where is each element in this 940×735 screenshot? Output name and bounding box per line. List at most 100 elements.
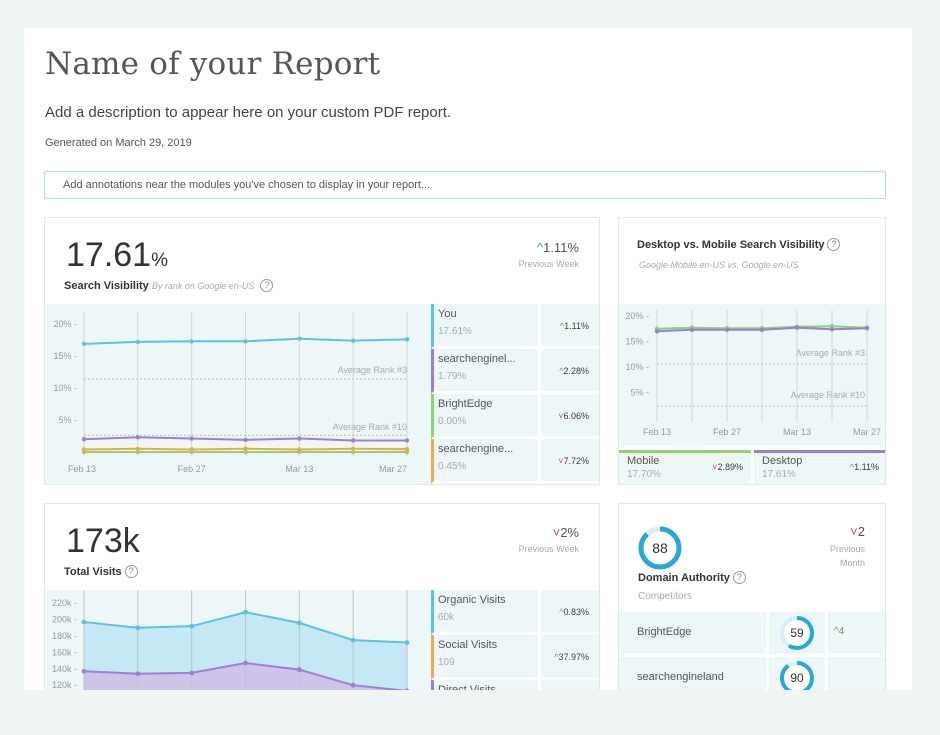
legend-item[interactable]: BrightEdge 0.00% ˅6.06% — [431, 394, 599, 439]
search-visibility-period: Previous Week — [518, 259, 579, 269]
competitor-change-cell: ^4 — [828, 612, 885, 654]
legend-item[interactable]: Direct Visits108k˅4.27% — [431, 680, 599, 690]
search-visibility-label: Search Visibility By rank on Google en-U… — [64, 279, 274, 292]
data-point — [654, 329, 660, 334]
legend-item[interactable]: searchenginel... 1.79% ^2.28% — [431, 349, 599, 394]
desktop-mobile-subtitle: Google Mobile en-US vs. Google en-US — [639, 260, 799, 270]
domain-authority-period: Previous Month — [829, 544, 865, 568]
desktop-mobile-chart: Average Rank #3 Average Rank #10 20% - 15… — [619, 304, 885, 446]
total-visits-value: 173k — [66, 522, 140, 560]
data-point — [689, 327, 695, 332]
help-icon[interactable]: ? — [827, 238, 841, 251]
avg-rank-3-label: Average Rank #3 — [796, 348, 865, 358]
x-tick-label: Feb 13 — [643, 427, 671, 437]
legend-change: ^0.83% — [559, 607, 589, 617]
legend-name: BrightEdge — [438, 398, 493, 410]
data-point — [829, 327, 835, 332]
competitor-row[interactable]: BrightEdge 59 ^4 — [619, 612, 885, 654]
report-description[interactable]: Add a description to appear here on your… — [45, 104, 452, 121]
data-point — [297, 447, 302, 452]
data-point — [350, 446, 356, 451]
y-tick-label: 120k - — [52, 680, 77, 690]
data-point — [135, 435, 141, 440]
y-tick-label: 15% - — [53, 351, 77, 361]
competitor-row[interactable]: searchengineland 90 — [619, 657, 885, 690]
legend-item[interactable]: You 17.61% ^1.11% — [431, 304, 599, 349]
divider — [538, 439, 541, 481]
report-page: Name of your Report Add a description to… — [24, 28, 912, 690]
y-tick-label: 20% - — [53, 319, 77, 329]
data-point — [794, 325, 800, 330]
y-tick-label: 160k - — [52, 647, 77, 657]
data-point — [404, 688, 410, 690]
x-tick-label: Feb 27 — [178, 464, 206, 474]
data-point — [81, 668, 87, 674]
competitor-score: 59 — [790, 626, 804, 640]
legend-name: You — [438, 308, 457, 320]
competitor-change-cell — [828, 657, 885, 690]
legend-value: 0.45% — [438, 461, 467, 472]
data-point — [135, 671, 141, 677]
search-visibility-sublabel: By rank on Google en-US — [151, 281, 255, 291]
legend-value: 109 — [438, 657, 455, 668]
help-icon[interactable]: ? — [732, 571, 746, 584]
data-point — [243, 437, 248, 443]
total-visits-plot: 220k -200k -180k -160k -140k -120k -100k… — [52, 590, 410, 690]
generated-date: Generated on March 29, 2019 — [45, 137, 192, 149]
x-tick-label: Mar 13 — [285, 464, 313, 474]
data-point — [350, 338, 356, 343]
data-point — [81, 437, 87, 442]
y-tick-label: 180k - — [52, 631, 77, 641]
y-tick-label: 15% - — [625, 337, 649, 347]
data-point — [135, 625, 141, 631]
x-tick-label: Mar 27 — [379, 464, 407, 474]
legend-name: searchenginel... — [438, 353, 516, 365]
report-title[interactable]: Name of your Report — [45, 46, 381, 82]
avg-rank-10-label: Average Rank #10 — [791, 390, 865, 400]
competitor-score: 90 — [790, 671, 804, 685]
total-visits-card: 173k Total Visits? ˅2% Previous Week 220… — [44, 503, 600, 690]
data-point — [243, 660, 248, 666]
data-point — [135, 339, 141, 345]
legend-name: searchengine... — [438, 443, 514, 455]
search-visibility-card: 17.61% Search Visibility By rank on Goog… — [44, 217, 600, 485]
annotations-field[interactable]: Add annotations near the modules you've … — [44, 171, 886, 199]
down-arrow-icon: ˅ — [552, 525, 561, 540]
help-icon[interactable]: ? — [124, 565, 138, 578]
data-point — [81, 447, 87, 452]
data-point — [243, 609, 248, 615]
desktop-label: Desktop — [762, 455, 803, 467]
data-point — [189, 670, 195, 676]
legend-item[interactable]: Organic Visits 60k ^0.83% — [431, 590, 599, 635]
data-point — [350, 438, 356, 443]
legend-item[interactable]: Social Visits 109 ^37.97% — [431, 635, 599, 680]
y-tick-label: 10% - — [625, 362, 649, 372]
help-icon[interactable]: ? — [260, 279, 274, 292]
data-point — [81, 341, 87, 347]
mobile-value: 17.70% — [627, 469, 661, 480]
data-point — [243, 449, 248, 455]
data-point — [724, 327, 730, 332]
mobile-change: ˅2.89% — [712, 462, 743, 472]
data-point — [189, 447, 194, 452]
data-point — [404, 337, 410, 342]
legend-change: ^2.28% — [559, 366, 589, 376]
x-tick-label: Mar 13 — [783, 427, 811, 437]
competitors-label: Competitors — [638, 591, 692, 602]
y-tick-label: 140k - — [52, 664, 77, 674]
legend-item[interactable]: searchengine... 0.45% ˅7.72% — [431, 439, 599, 484]
data-point — [297, 436, 302, 441]
y-tick-label: 10% - — [53, 383, 77, 393]
avg-rank-10-label: Average Rank #10 — [333, 422, 407, 432]
desktop-value: 17.61% — [762, 469, 796, 480]
competitor-name: searchengineland — [637, 671, 724, 683]
down-arrow-icon: ˅ — [850, 524, 858, 539]
divider — [538, 680, 541, 690]
x-tick-label: Feb 27 — [713, 427, 741, 437]
total-visits-label: Total Visits? — [64, 565, 138, 578]
mobile-label: Mobile — [627, 455, 660, 467]
data-point — [296, 667, 302, 673]
legend-change: ^1.11% — [559, 321, 589, 331]
divider — [538, 304, 541, 346]
data-point — [189, 436, 194, 441]
